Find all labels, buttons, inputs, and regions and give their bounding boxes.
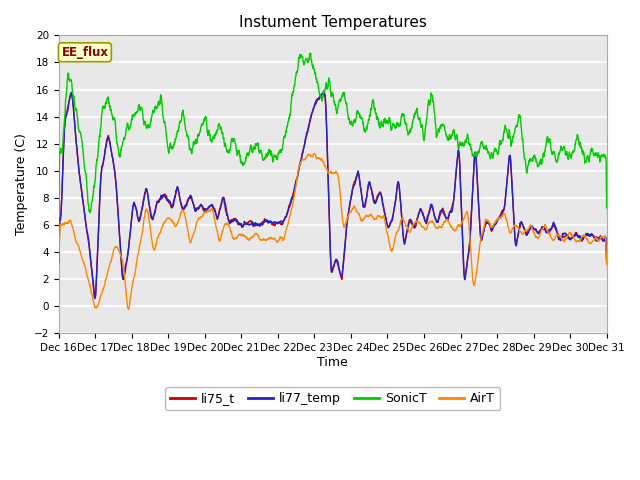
li75_t	[487, 225, 495, 231]
li77_temp	[588, 231, 595, 237]
li77_temp	[322, 101, 330, 107]
AirT	[307, 154, 315, 159]
SonicT	[307, 50, 314, 56]
SonicT	[587, 147, 595, 153]
SonicT	[603, 205, 611, 211]
li75_t	[83, 227, 90, 233]
AirT	[125, 306, 132, 312]
li75_t	[55, 259, 63, 265]
SonicT	[55, 224, 63, 229]
li77_temp	[487, 225, 495, 231]
li75_t	[307, 115, 315, 121]
li77_temp	[603, 260, 611, 266]
AirT	[83, 271, 90, 277]
AirT	[588, 240, 595, 246]
SonicT	[321, 85, 329, 91]
Line: SonicT: SonicT	[59, 53, 607, 227]
li75_t	[588, 232, 595, 238]
Line: li77_temp: li77_temp	[59, 92, 607, 299]
SonicT	[588, 148, 595, 154]
li77_temp	[307, 112, 315, 118]
SonicT	[486, 156, 494, 161]
li75_t	[603, 259, 611, 265]
Line: li75_t: li75_t	[59, 94, 607, 298]
SonicT	[307, 53, 315, 59]
SonicT	[83, 178, 90, 184]
li77_temp	[55, 260, 63, 265]
AirT	[55, 263, 63, 269]
li75_t	[319, 91, 327, 97]
li77_temp	[83, 228, 91, 234]
li77_temp	[91, 296, 99, 301]
Title: Instument Temperatures: Instument Temperatures	[239, 15, 427, 30]
AirT	[487, 223, 495, 229]
Text: EE_flux: EE_flux	[61, 46, 108, 59]
li75_t	[588, 233, 595, 239]
Y-axis label: Temperature (C): Temperature (C)	[15, 133, 28, 235]
X-axis label: Time: Time	[317, 356, 348, 369]
AirT	[603, 262, 611, 268]
li77_temp	[67, 89, 75, 95]
Line: AirT: AirT	[59, 154, 607, 309]
AirT	[310, 151, 318, 156]
AirT	[588, 240, 595, 246]
AirT	[322, 164, 330, 169]
li75_t	[91, 295, 99, 301]
li75_t	[322, 102, 330, 108]
Legend: li75_t, li77_temp, SonicT, AirT: li75_t, li77_temp, SonicT, AirT	[165, 387, 500, 410]
li77_temp	[588, 231, 595, 237]
